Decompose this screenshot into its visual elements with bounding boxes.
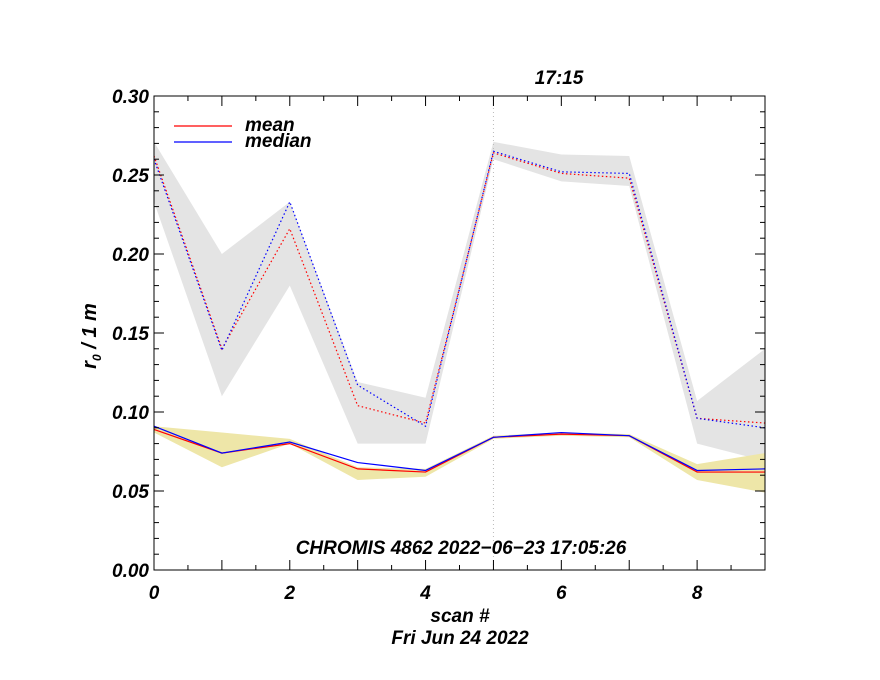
x-tick-label: 0 <box>149 583 160 604</box>
y-tick-label: 0.05 <box>112 482 149 503</box>
series-median-lower <box>153 425 766 472</box>
axis-ticks: 0 2 4 6 8 0.00 0.05 0.10 0.15 0.20 0.25 0.30 <box>112 87 766 604</box>
series-mean-lower <box>153 428 765 473</box>
band-lower-range <box>154 426 765 493</box>
series-mean-upper <box>153 152 766 424</box>
series-lines <box>153 150 766 473</box>
x-axis-label: scan # <box>430 606 490 627</box>
y-tick-label: 0.20 <box>112 245 149 266</box>
x-tick-label: 4 <box>419 583 431 604</box>
y-axis-label-unit: / 1 m <box>79 303 101 354</box>
legend-label-mean: mean <box>245 115 295 136</box>
y-axis-label-subscript: 0 <box>90 354 104 361</box>
y-tick-label: 0.15 <box>112 324 149 345</box>
y-tick-label: 0.10 <box>112 403 149 424</box>
y-axis-label: r0 / 1 m <box>79 303 104 369</box>
observation-annotation: CHROMIS 4862 2022−06−23 17:05:26 <box>296 538 627 559</box>
y-axis-label-r: r <box>79 360 101 369</box>
time-marker-label: 17:15 <box>535 68 584 89</box>
y-tick-label: 0.25 <box>112 166 149 187</box>
x-tick-label: 8 <box>692 583 703 604</box>
y-tick-label: 0.30 <box>112 87 149 108</box>
band-upper-range <box>154 141 765 461</box>
x-tick-label: 2 <box>283 583 295 604</box>
x-tick-label: 6 <box>556 583 567 604</box>
legend-label-median: median <box>245 131 312 152</box>
range-bands <box>154 141 765 493</box>
y-tick-label: 0.00 <box>112 561 149 582</box>
series-median-upper <box>153 150 766 429</box>
date-label: Fri Jun 24 2022 <box>391 628 529 649</box>
